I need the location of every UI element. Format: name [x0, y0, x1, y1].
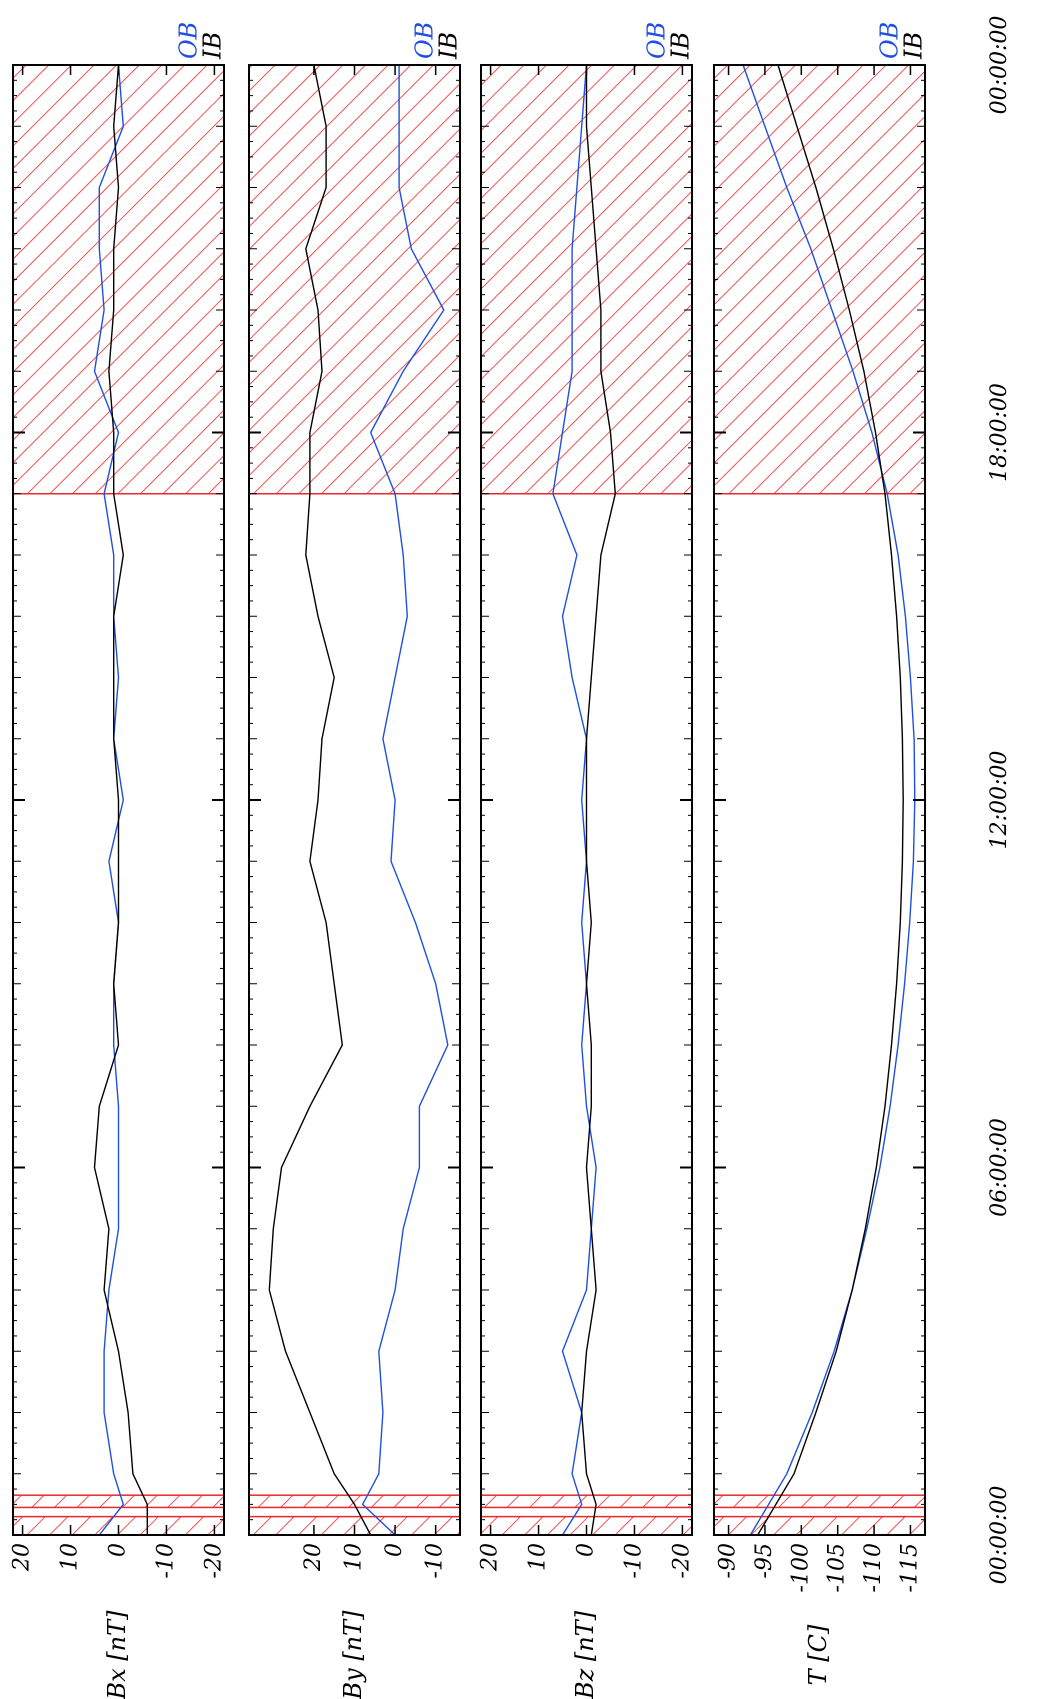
value-tick-label: 20 — [478, 1543, 503, 1572]
value-tick-label: 10 — [58, 1543, 83, 1571]
legend-ib: IB — [435, 32, 463, 60]
time-tick-label: 18:00:00 — [987, 383, 1012, 482]
value-tick-label: 10 — [526, 1543, 551, 1571]
shaded-interval — [714, 65, 925, 494]
legend-ob: OB — [876, 22, 904, 59]
time-tick-label: 06:00:00 — [987, 1118, 1012, 1217]
legend-ob: OB — [411, 22, 439, 59]
axis-label: By [nT] — [339, 1610, 367, 1699]
series-line-ib — [757, 64, 904, 1536]
time-axis-labels: 00:00:00 06:00:00 12:00:00 18:00:00 00:00:00 — [987, 16, 1012, 1585]
value-tick-label: -10 — [153, 1543, 178, 1578]
shaded-interval — [714, 1516, 925, 1535]
series-line-ib — [581, 65, 616, 1536]
time-tick-label: 12:00:00 — [987, 751, 1012, 850]
value-tick-label: 20 — [301, 1543, 326, 1572]
shaded-interval — [13, 65, 224, 494]
value-tick-label: 0 — [574, 1543, 599, 1557]
value-tick-label: 0 — [382, 1543, 407, 1557]
series-line-ib — [268, 64, 372, 1536]
shaded-interval — [481, 65, 692, 494]
shaded-interval — [13, 1495, 224, 1508]
value-tick-label: -20 — [669, 1543, 694, 1578]
legend-ib: IB — [900, 32, 928, 60]
value-tick-label: -10 — [621, 1543, 646, 1578]
value-tick-label: -100 — [788, 1543, 813, 1592]
axis-label: Bx [nT] — [103, 1610, 131, 1699]
value-tick-label: 0 — [106, 1543, 131, 1557]
axis-label: T [C] — [804, 1624, 832, 1685]
shaded-interval — [249, 1495, 460, 1508]
shaded-interval — [714, 1495, 925, 1508]
value-tick-label: -110 — [861, 1543, 886, 1592]
value-tick-label: -90 — [716, 1543, 741, 1578]
value-tick-label: -115 — [897, 1543, 922, 1592]
value-tick-label: -20 — [201, 1543, 226, 1578]
time-tick-label: 00:00:00 — [987, 16, 1012, 115]
value-tick-label: -105 — [825, 1543, 850, 1592]
time-tick-label: 00:00:00 — [987, 1486, 1012, 1585]
series-line-ob — [552, 64, 597, 1536]
series-line-ob — [361, 65, 449, 1536]
shaded-interval — [249, 65, 460, 494]
legend-ib: IB — [667, 32, 695, 60]
value-tick-label: -95 — [752, 1543, 777, 1578]
legend-ob: OB — [175, 22, 203, 59]
legend-ib: IB — [199, 32, 227, 60]
legend-ob: OB — [643, 22, 671, 59]
value-tick-label: -10 — [423, 1543, 448, 1578]
value-tick-label: 20 — [10, 1543, 35, 1572]
shaded-interval — [481, 1495, 692, 1508]
series-line-ib — [93, 64, 149, 1535]
series-line-ob — [93, 64, 125, 1536]
value-tick-label: 10 — [342, 1543, 367, 1571]
axis-label: Bz [nT] — [571, 1610, 599, 1699]
